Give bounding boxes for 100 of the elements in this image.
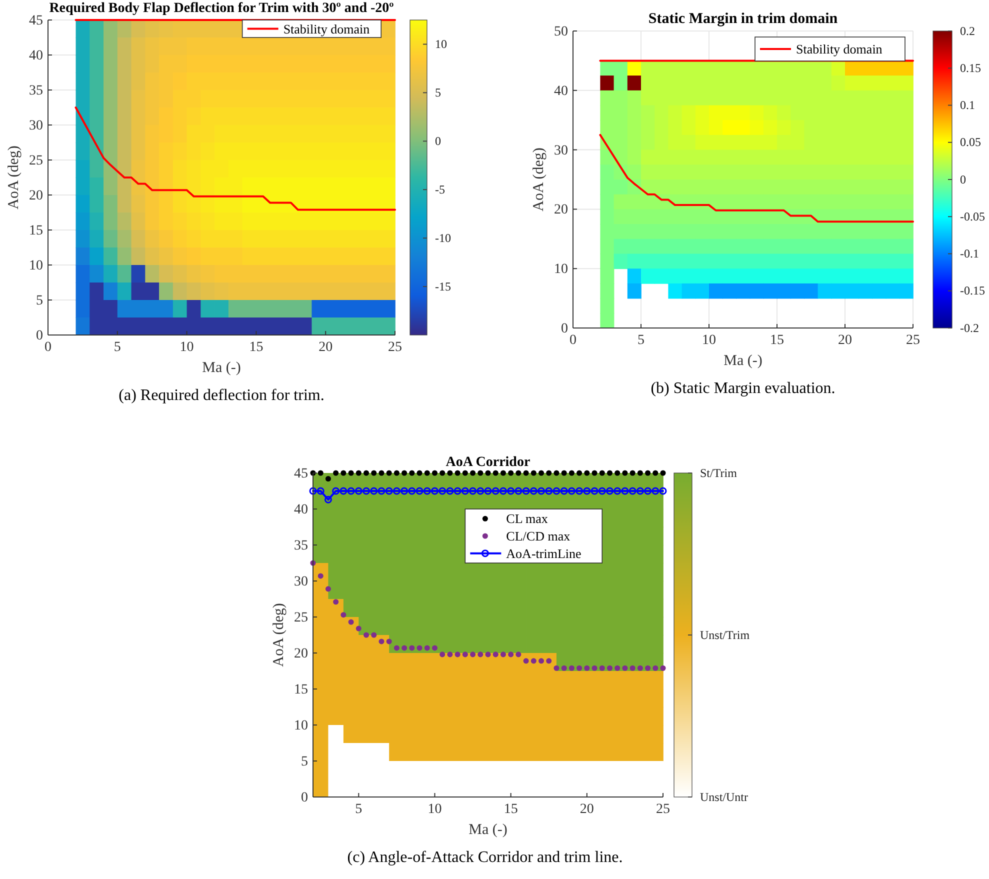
point bbox=[584, 665, 590, 671]
x-tick-label: 20 bbox=[580, 802, 594, 817]
point bbox=[538, 658, 544, 664]
point bbox=[333, 470, 339, 476]
point bbox=[454, 652, 460, 658]
point bbox=[318, 470, 324, 476]
point bbox=[440, 652, 446, 658]
point bbox=[499, 487, 507, 495]
legend-label: CL max bbox=[506, 511, 548, 526]
x-tick-label: 5 bbox=[355, 802, 362, 817]
point bbox=[644, 487, 652, 495]
point bbox=[568, 487, 576, 495]
point bbox=[614, 470, 620, 476]
point bbox=[583, 487, 591, 495]
y-axis-title: AoA (deg) bbox=[531, 148, 547, 212]
point bbox=[523, 470, 529, 476]
point bbox=[447, 652, 453, 658]
point bbox=[454, 470, 460, 476]
x-tick-label: 25 bbox=[656, 802, 670, 817]
color-bar-label: 0 bbox=[435, 134, 441, 148]
x-tick-label: 15 bbox=[249, 340, 264, 355]
point bbox=[446, 487, 454, 495]
x-axis-title: Ma (-) bbox=[468, 822, 508, 838]
x-tick-label: 10 bbox=[428, 802, 442, 817]
color-bar-label: 0.1 bbox=[960, 98, 975, 112]
color-bar-label: 0.05 bbox=[960, 135, 981, 150]
point bbox=[371, 632, 377, 638]
y-tick-label: 40 bbox=[294, 502, 308, 518]
point bbox=[492, 487, 500, 495]
point bbox=[514, 487, 522, 495]
point bbox=[492, 470, 498, 476]
point bbox=[630, 665, 636, 671]
point bbox=[530, 470, 536, 476]
point bbox=[628, 487, 636, 495]
point bbox=[508, 652, 514, 658]
y-tick-label: 0 bbox=[301, 790, 308, 806]
point bbox=[614, 665, 620, 671]
point bbox=[560, 487, 568, 495]
point bbox=[385, 487, 393, 495]
y-tick-label: 25 bbox=[294, 610, 308, 626]
y-tick-label: 20 bbox=[29, 188, 43, 204]
y-tick-label: 40 bbox=[554, 84, 568, 99]
chart-title: AoA Corridor bbox=[446, 455, 530, 470]
y-tick-label: 0 bbox=[561, 321, 568, 336]
point bbox=[554, 665, 560, 671]
point bbox=[332, 487, 340, 495]
point bbox=[416, 645, 422, 651]
legend-label: Stability domain bbox=[796, 42, 883, 56]
y-tick-label: 30 bbox=[29, 118, 43, 134]
point bbox=[386, 470, 392, 476]
point bbox=[659, 487, 667, 495]
point bbox=[485, 470, 491, 476]
color-bar-label: -0.2 bbox=[960, 320, 979, 335]
point bbox=[478, 652, 484, 658]
point bbox=[440, 470, 446, 476]
x-tick-label: 25 bbox=[388, 340, 402, 355]
color-bar-label: 0 bbox=[960, 172, 966, 186]
point bbox=[636, 487, 644, 495]
color-bar-label: 0.15 bbox=[960, 60, 981, 75]
color-bar-label: -15 bbox=[435, 279, 451, 294]
point bbox=[645, 665, 651, 671]
point bbox=[386, 638, 392, 644]
point bbox=[469, 487, 477, 495]
point bbox=[400, 487, 408, 495]
legend-label: CL/CD max bbox=[506, 528, 571, 544]
point bbox=[492, 652, 498, 658]
x-tick-label: 10 bbox=[702, 332, 716, 348]
point bbox=[309, 487, 317, 495]
y-tick-label: 10 bbox=[29, 258, 43, 274]
point bbox=[356, 470, 362, 476]
point bbox=[356, 626, 362, 632]
color-bar-label: 0.2 bbox=[960, 24, 975, 38]
point bbox=[606, 487, 614, 495]
text: (c) Angle-of-Attack Corridor and trim line. bbox=[347, 849, 623, 866]
point bbox=[438, 487, 446, 495]
y-tick-label: 50 bbox=[554, 24, 568, 40]
point bbox=[599, 470, 605, 476]
point bbox=[430, 487, 438, 495]
point bbox=[416, 470, 422, 476]
color-bar-label: -10 bbox=[435, 230, 451, 245]
point bbox=[470, 470, 476, 476]
point bbox=[599, 665, 605, 671]
color-bar-label: -0.15 bbox=[960, 284, 985, 298]
point bbox=[652, 487, 660, 495]
point bbox=[325, 476, 331, 482]
x-tick-label: 15 bbox=[504, 802, 518, 817]
point bbox=[461, 487, 469, 495]
point bbox=[568, 665, 574, 671]
point bbox=[561, 470, 567, 476]
point bbox=[340, 487, 348, 495]
point bbox=[478, 470, 484, 476]
point bbox=[348, 619, 354, 625]
y-tick-label: 15 bbox=[294, 682, 308, 698]
color-bar-label: -0.1 bbox=[960, 246, 979, 261]
point bbox=[324, 496, 332, 504]
point bbox=[516, 470, 522, 476]
point bbox=[371, 470, 377, 476]
point bbox=[409, 645, 415, 651]
point bbox=[354, 487, 362, 495]
color-bar-label: 5 bbox=[435, 86, 441, 100]
